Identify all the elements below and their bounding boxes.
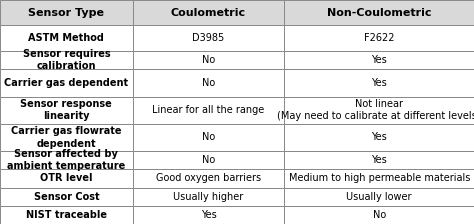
Bar — [0, 206, 133, 224]
Text: Sensor requires
calibration: Sensor requires calibration — [23, 49, 110, 71]
Bar — [0, 169, 133, 187]
Text: Yes: Yes — [201, 210, 217, 220]
Text: Sensor affected by
ambient temperature: Sensor affected by ambient temperature — [7, 149, 126, 171]
Bar — [284, 26, 474, 51]
Bar — [133, 151, 284, 169]
Bar — [0, 187, 133, 206]
Bar — [133, 26, 284, 51]
Bar — [284, 97, 474, 124]
Text: F2622: F2622 — [364, 33, 394, 43]
Text: No: No — [202, 132, 215, 142]
Bar — [284, 0, 474, 26]
Bar — [133, 206, 284, 224]
Text: Not linear
(May need to calibrate at different levels): Not linear (May need to calibrate at dif… — [277, 99, 474, 121]
Bar — [0, 51, 133, 69]
Text: Good oxygen barriers: Good oxygen barriers — [156, 173, 261, 183]
Bar — [0, 151, 133, 169]
Text: No: No — [202, 155, 215, 165]
Bar — [0, 69, 133, 97]
Text: Yes: Yes — [371, 155, 387, 165]
Bar — [284, 69, 474, 97]
Text: No: No — [202, 55, 215, 65]
Text: Carrier gas dependent: Carrier gas dependent — [4, 78, 128, 88]
Text: D3985: D3985 — [192, 33, 225, 43]
Bar — [284, 51, 474, 69]
Bar — [0, 97, 133, 124]
Bar — [284, 169, 474, 187]
Bar — [0, 0, 133, 26]
Bar — [133, 187, 284, 206]
Bar — [133, 169, 284, 187]
Text: OTR level: OTR level — [40, 173, 92, 183]
Text: Sensor Type: Sensor Type — [28, 8, 104, 18]
Text: Carrier gas flowrate
dependent: Carrier gas flowrate dependent — [11, 126, 122, 149]
Text: Linear for all the range: Linear for all the range — [153, 105, 264, 115]
Bar — [133, 0, 284, 26]
Text: Sensor response
linearity: Sensor response linearity — [20, 99, 112, 121]
Bar — [133, 69, 284, 97]
Text: Medium to high permeable materials: Medium to high permeable materials — [289, 173, 470, 183]
Text: Usually lower: Usually lower — [346, 192, 412, 202]
Bar — [284, 151, 474, 169]
Text: Yes: Yes — [371, 55, 387, 65]
Bar — [0, 26, 133, 51]
Bar — [133, 124, 284, 151]
Text: ASTM Method: ASTM Method — [28, 33, 104, 43]
Text: Yes: Yes — [371, 132, 387, 142]
Text: Non-Coulometric: Non-Coulometric — [327, 8, 431, 18]
Text: Yes: Yes — [371, 78, 387, 88]
Bar — [284, 187, 474, 206]
Bar — [133, 97, 284, 124]
Bar — [0, 124, 133, 151]
Text: No: No — [202, 78, 215, 88]
Text: NIST traceable: NIST traceable — [26, 210, 107, 220]
Text: Coulometric: Coulometric — [171, 8, 246, 18]
Bar — [284, 206, 474, 224]
Text: No: No — [373, 210, 386, 220]
Text: Usually higher: Usually higher — [173, 192, 244, 202]
Text: Sensor Cost: Sensor Cost — [34, 192, 99, 202]
Bar — [284, 124, 474, 151]
Bar — [133, 51, 284, 69]
